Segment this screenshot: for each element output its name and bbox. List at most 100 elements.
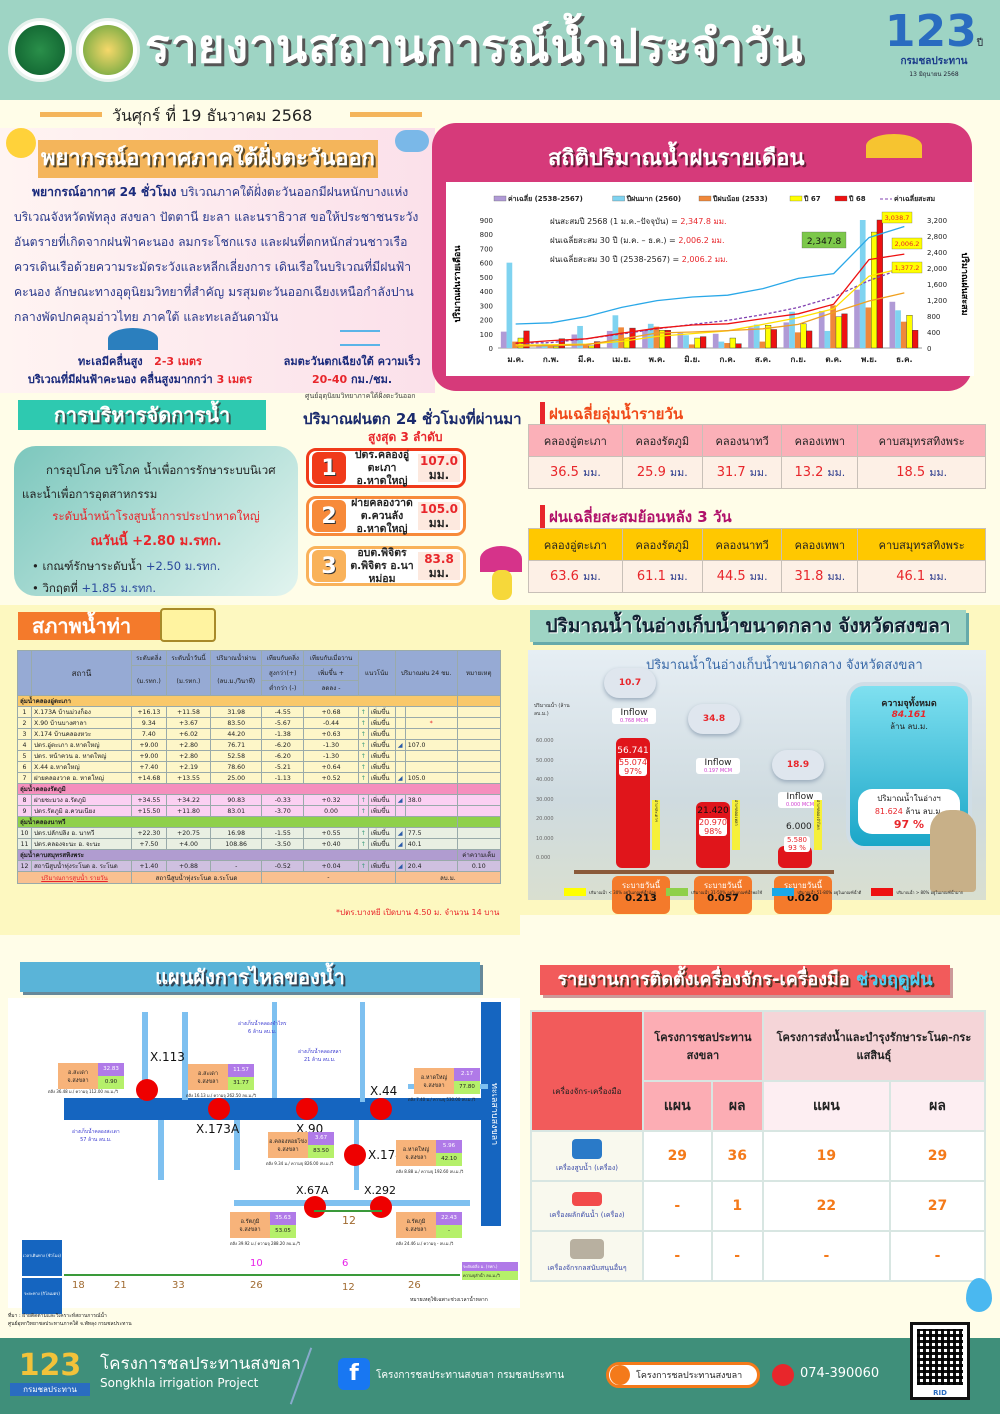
basin-group-row: ลุ่มน้ำคาบสมุทรสทิงพระ ค่าความเค็ม (17, 849, 502, 861)
svg-text:2,347.8: 2,347.8 (807, 237, 842, 247)
svg-text:500: 500 (480, 274, 493, 282)
facebook-icon[interactable]: f (338, 1358, 370, 1390)
station-x113-marker[interactable] (136, 1079, 158, 1101)
svg-text:2,400: 2,400 (927, 249, 947, 257)
rain-cloud-icon: 18.9 (772, 750, 824, 780)
pump-daily-link[interactable]: ปริมาณการสูบน้ำ รายวัน (17, 871, 132, 884)
trend-up-icon: ↑ (357, 794, 369, 806)
basin-group-row: ลุ่มน้ำคลองรัตภูมิ (17, 783, 502, 795)
svg-text:0: 0 (927, 345, 931, 353)
qr-code[interactable]: RID (910, 1322, 970, 1400)
svg-text:ปี 67: ปี 67 (803, 195, 821, 203)
water-pusher-icon (572, 1191, 602, 1206)
trend-up-icon: ↑ (357, 739, 369, 751)
station-x113-info: อ.สะเดา จ.สงขลา 32.83 0.90 (58, 1063, 124, 1089)
svg-text:3,200: 3,200 (927, 217, 947, 225)
svg-text:0: 0 (489, 345, 493, 353)
inflow-label: Inflow 0.000 MCM (778, 792, 822, 808)
svg-text:200: 200 (480, 317, 493, 325)
svg-text:ก.ย.: ก.ย. (791, 355, 807, 364)
drain-today-3: ระบายวันนี้ 0.020 (774, 876, 832, 914)
station-x44-info: อ.หาดใหญ่ จ.สงขลา 2.17 77.80 (414, 1068, 480, 1094)
report-date: วันศุกร์ ที่ 19 ธันวาคม 2568 (112, 106, 313, 125)
svg-text:300: 300 (480, 302, 493, 310)
top-rain-title: ปริมาณฝนตก 24 ชั่วโมงที่ผ่านมา (303, 410, 522, 428)
storm-cloud-icon (395, 130, 429, 152)
svg-text:1,377.2: 1,377.2 (895, 264, 920, 272)
umbrella-icon (866, 134, 922, 158)
table-row: เครื่องสูบน้ำ (เครื่อง) 29 36 19 29 (530, 1130, 986, 1182)
table-row: เครื่องผลักดันน้ำ (เครื่อง) -1 22 27 (530, 1180, 986, 1232)
table-header-row: สถานี ระดับตลิ่ง ระดับน้ำวันนี้ ปริมาณน้… (17, 650, 502, 696)
station-x292-info: อ.รัตภูมิ จ.สงขลา 22.43- (396, 1212, 462, 1238)
station-x174-info: อ.หาดใหญ่ จ.สงขลา 5.96 42.10 (396, 1140, 462, 1166)
rain-cloud-icon: 34.8 (688, 704, 740, 734)
svg-text:ต.ค.: ต.ค. (825, 355, 842, 364)
table-header-row: คลองอู่ตะเภา คลองรัตภูมิ คลองนาทวี คลองเทพา… (528, 424, 986, 457)
svg-text:มี.ค.: มี.ค. (578, 354, 595, 364)
trend-up-icon: ↑ (357, 805, 369, 817)
trend-up-icon: ↑ (357, 827, 369, 839)
table-row: 3 X.174 บ้านคลองหวะ 7.40 +6.02 44.20 -1.38 +0.… (17, 728, 502, 740)
wind-icon (340, 330, 380, 346)
inflow-label: Inflow 0.197 MCM (696, 758, 740, 774)
top-rain-rank-2: 2 ฝายคลองวาด ต.ควนลัง อ.หาดใหญ่ 105.0 มม. (306, 496, 466, 536)
station-x173a-marker[interactable] (208, 1098, 230, 1120)
flow-diagram-title: แผนผังการไหลของน้ำ (20, 962, 480, 992)
header-banner: รายงานสถานการณ์น้ำประจำวัน 123ปี กรมชลปร… (0, 0, 1000, 100)
svg-text:ฝนเฉลี่ยสะสม 30 ปี (2538-2567): ฝนเฉลี่ยสะสม 30 ปี (2538-2567) = 2,006.2… (550, 253, 728, 264)
station-x174-marker[interactable] (344, 1144, 366, 1166)
girl-umbrella-icon (480, 546, 522, 572)
drain-today-2: ระบายวันนี้ 0.057 (694, 876, 752, 914)
station-x90-marker[interactable] (296, 1098, 318, 1120)
station-x44-marker[interactable] (370, 1098, 392, 1120)
table-row: 11 ปตร.คลองจะนะ อ. จะนะ +7.50 +4.00 108.86 -3… (17, 838, 502, 850)
table-row: 8 ฝายชะมวง อ.รัตภูมิ +34.55 +34.22 90.83 -0.3… (17, 794, 502, 806)
table-header-row: คลองอู่ตะเภา คลองรัตภูมิ คลองนาทวี คลองเทพา… (528, 528, 986, 561)
svg-text:2,000: 2,000 (927, 265, 947, 273)
svg-text:ก.พ.: ก.พ. (543, 355, 559, 364)
svg-text:ธ.ค.: ธ.ค. (896, 355, 912, 364)
rattaphum-canal (234, 1200, 470, 1206)
footer-org-th: โครงการชลประทานสงขลา (100, 1354, 301, 1374)
table-row: 6 X.44 อ.หาดใหญ่ +7.40 +2.19 78.60 -5.21 +0.64… (17, 761, 502, 773)
reservoir-infographic: ปริมาณน้ำในอ่างเก็บน้ำขนาดกลาง จังหวัดสง… (528, 650, 986, 914)
table-row: 63.6 มม. 61.1 มม. 44.5 มม. 31.8 มม. 46.1… (528, 560, 986, 593)
reservoir-y-axis: 60.000 50.000 40.000 30.000 20.000 10.000 0.00… (536, 738, 554, 861)
reservoir-legend: ปริมาณน้ำ < 30% อยู่ในเกณฑ์น้ำน้อย ปริมา… (564, 888, 963, 896)
wave-info: ทะเลมีคลื่นสูง 2-3 เมตร บริเวณที่มีฝนฟ้า… (27, 355, 253, 386)
globe-icon (610, 1365, 630, 1385)
svg-text:2,800: 2,800 (927, 233, 947, 241)
trend-up-icon: ↑ (357, 838, 369, 850)
rain-cloud-icon: 10.7 (604, 668, 656, 698)
top-rain-rank-3: 3 อบต.พิจิตร ต.พิจิตร อ.นาหม่อม 83.8 มม. (306, 546, 466, 586)
station-x292-marker[interactable] (370, 1196, 392, 1218)
officer-character-icon (930, 810, 976, 892)
basin-group-row: ลุ่มน้ำคลองนาทวี (17, 816, 502, 828)
facebook-link[interactable]: โครงการชลประทานสงขลา กรมชลประทาน (376, 1370, 565, 1381)
station-x67a-marker[interactable] (304, 1196, 326, 1218)
svg-text:ปริมาณฝนสะสม: ปริมาณฝนสะสม (959, 252, 970, 315)
website-link[interactable]: โครงการชลประทานสงขลา (606, 1362, 760, 1388)
svg-text:100: 100 (480, 331, 493, 339)
svg-text:800: 800 (927, 313, 940, 321)
machinery-icon (570, 1238, 604, 1259)
reservoir-title: ปริมาณน้ำในอ่างเก็บน้ำขนาดกลาง จังหวัดสง… (530, 610, 966, 642)
water-mgmt-title: การบริหารจัดการน้ำ (18, 400, 266, 430)
phone-number[interactable]: 074-390060 (800, 1366, 880, 1381)
svg-text:ปีฝนน้อย (2533): ปีฝนน้อย (2533) (712, 194, 768, 203)
water-pump-icon (572, 1138, 602, 1159)
reservoir-bar-1: 56.741 55.074 97% (616, 738, 650, 868)
svg-text:900: 900 (480, 217, 493, 225)
trend-up-icon: ↑ (357, 728, 369, 740)
forecast-title: พยากรณ์อากาศภาคใต้ฝั่งตะวันออก (38, 140, 378, 178)
table-row: 1 X.173A บ้านม่วงก็อง +16.13 +11.58 31.98 -4.… (17, 706, 502, 718)
table-row: 7 ฝายคลองวาด อ. หาดใหญ่ +14.68 +13.55 25.00-… (17, 772, 502, 784)
basin-3day-title: ฝนเฉลี่ยสะสมย้อนหลัง 3 วัน (540, 505, 732, 529)
svg-text:400: 400 (480, 288, 493, 296)
svg-text:600: 600 (480, 260, 493, 268)
station-x67a-info: อ.รัตภูมิ จ.สงขลา 35.63 53.05 (230, 1212, 296, 1238)
table-row: 2 X.90 บ้านบางศาลา 9.34 +3.67 83.50 -5.67 -0.4… (17, 717, 502, 729)
svg-text:ก.ค.: ก.ค. (720, 355, 736, 364)
basin-daily-table: คลองอู่ตะเภา คลองรัตภูมิ คลองนาทวี คลองเทพา… (528, 424, 986, 489)
